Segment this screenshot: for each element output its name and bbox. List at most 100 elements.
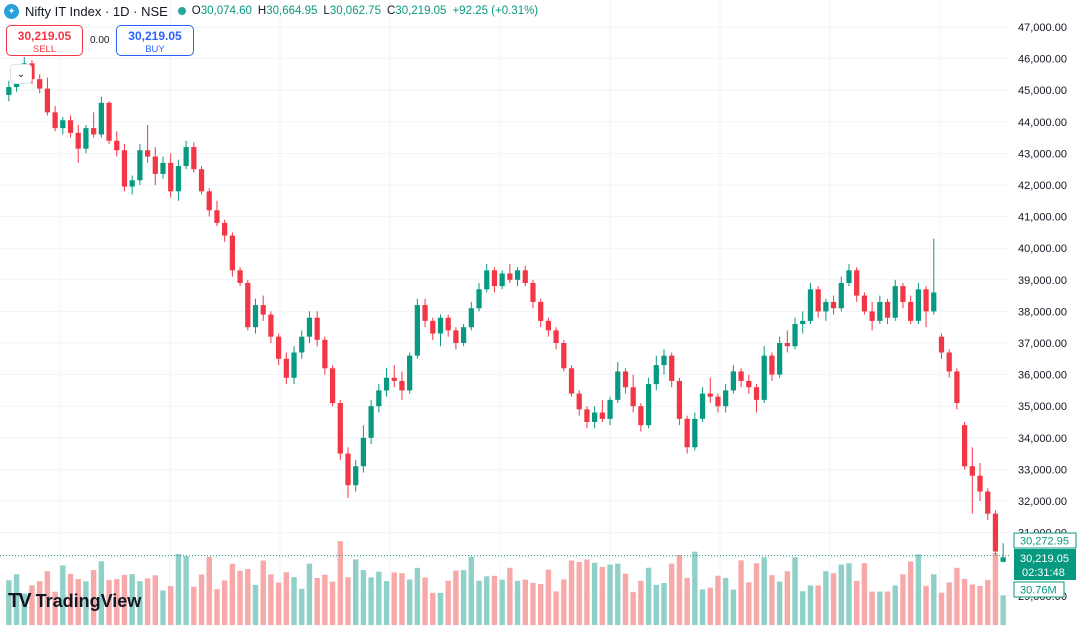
candle-body [91,128,97,135]
volume-bar [514,580,521,625]
high-label: H [257,5,267,17]
volume-bar [584,559,590,625]
candle-body [98,102,104,135]
prev-close-marker [1013,532,1077,549]
candle-body [854,270,860,296]
candle-body [222,222,228,236]
candle-body [969,466,975,476]
price-axis-tick: 44,000.00 [1018,117,1067,129]
candle-body [160,162,166,174]
collapse-legend-button[interactable]: ⌄ [10,64,32,84]
price-axis-tick: 42,000.00 [1018,180,1067,192]
candle-body [383,377,390,391]
candle-body [144,150,151,157]
buy-button[interactable]: 30,219.05 BUY [116,25,194,56]
candle-body [44,88,51,113]
candle-body [707,393,713,397]
candle-body [830,301,837,309]
sell-button[interactable]: 30,219.05 SELL [6,25,83,56]
volume-bar [607,564,613,625]
volume-bar [237,570,243,625]
volume-bar [152,575,158,625]
volume-bar [746,582,752,625]
volume-bar [283,572,290,625]
candle-body [83,128,89,149]
volume-bar [322,574,328,625]
candle-body [553,330,559,343]
candle-body [869,311,875,321]
volume-bar [530,582,536,625]
candle-body [954,371,960,404]
volume-bar [376,571,382,625]
volume-bar [838,564,844,625]
price-axis-tick: 45,000.00 [1018,85,1067,97]
volume-bar [191,586,197,625]
high-value: 30,664.95 [266,5,318,17]
candle-body [514,270,521,280]
candle-body [468,308,474,328]
prev-close-marker-label: 30,272.95 [1020,536,1069,548]
volume-bar [900,574,906,625]
candle-body [584,409,590,422]
price-axis-tick: 37,000.00 [1018,338,1067,350]
volume-bar [175,553,182,625]
candle-body [892,286,898,318]
volume-bar [692,551,698,625]
volume-bar [60,565,66,625]
candle-body [283,358,289,378]
volume-bar [931,574,937,625]
candle-body [753,387,760,400]
ohlc-low: L30,062.75 [323,5,381,17]
candle-body [599,412,605,419]
candle-body [545,320,552,331]
candle-body [730,371,736,391]
volume-bar [676,554,683,625]
candle-body [692,418,698,448]
price-axis-tick: 33,000.00 [1018,464,1067,476]
volume-bar [268,574,274,625]
volume-bar [537,584,544,625]
volume-bar [830,573,837,625]
candle-body [183,147,189,167]
candle-body [129,180,135,187]
symbol-title[interactable]: Nifty IT Index · 1D · NSE [25,3,168,19]
volume-bar [129,574,135,625]
candle-body [761,355,767,400]
candle-body [622,371,629,388]
candle-body [792,324,798,347]
candle-body [353,466,359,486]
volume-bar [406,579,413,625]
volume-bar [800,591,806,625]
candle-body [946,352,952,372]
countdown-label: 02:31:48 [1022,567,1065,579]
volume-bar [329,581,336,625]
candle-body [653,365,659,385]
candle-body [538,301,544,321]
volume-bar [221,580,228,625]
candle-body [915,289,921,321]
low-label: L [323,5,330,17]
volume-bar [484,576,490,625]
sell-label: SELL [32,44,57,55]
volume-bar [468,556,475,625]
candle-body [530,282,536,302]
candle-body [777,343,783,375]
candle-body [977,475,983,492]
candle-body [522,270,528,283]
volume-marker [1013,581,1065,598]
volume-bar [391,572,397,625]
candle-body [815,289,821,312]
symbol-logo-icon: ✦ [4,3,19,19]
volume-bar [869,591,875,625]
candle-body [175,166,182,192]
volume-bar [753,563,760,625]
volume-bar [622,573,629,625]
volume-bar [545,569,552,625]
close-label: C [386,5,396,17]
tradingview-logo[interactable]: TV TradingView [8,590,141,613]
volume-bar [453,570,459,625]
price-axis-tick: 34,000.00 [1018,433,1067,445]
volume-bar [576,562,582,625]
candle-body [368,406,374,438]
